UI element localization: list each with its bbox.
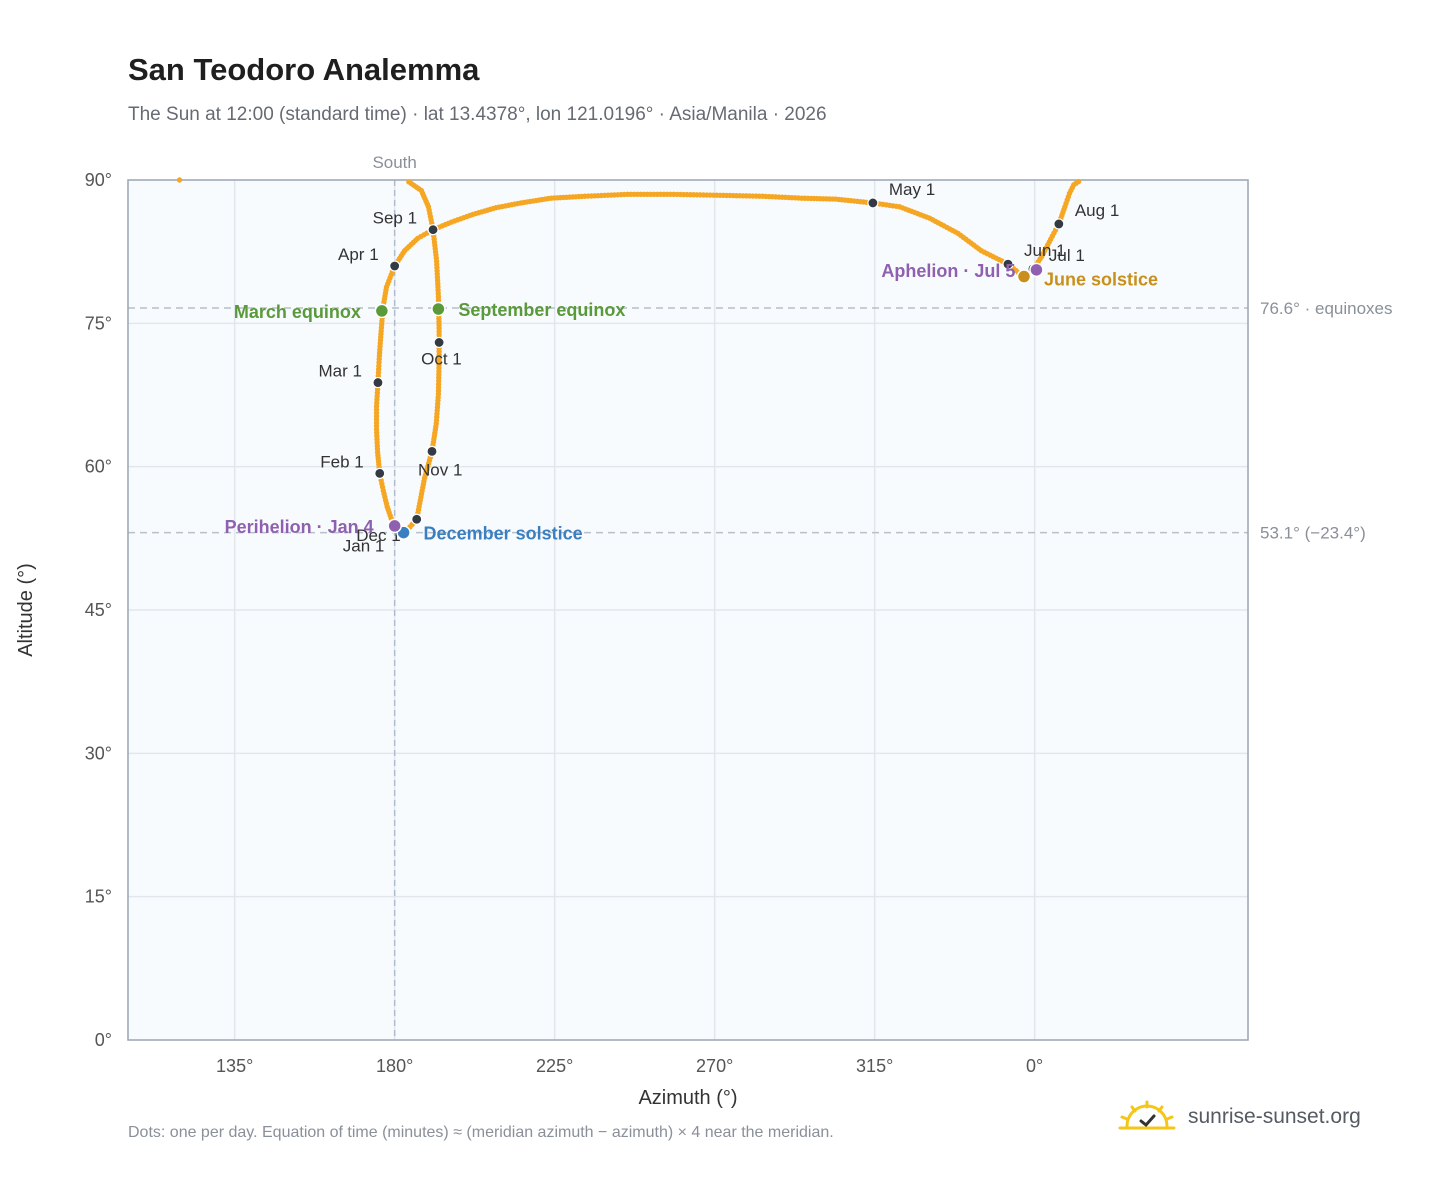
y-tick-label: 15° (85, 887, 112, 907)
event-label: September equinox (458, 300, 625, 320)
month-marker (433, 336, 445, 349)
x-axis-title: Azimuth (°) (638, 1087, 737, 1109)
event-label: June solstice (1044, 270, 1158, 290)
x-tick-label: 135° (216, 1056, 253, 1076)
y-tick-label: 0° (95, 1030, 112, 1050)
month-marker (426, 445, 438, 457)
event-label: March equinox (234, 302, 361, 322)
event-markers: March equinox September equinox December s… (225, 261, 1158, 544)
reference-line-label: 53.1° (−23.4°) (1260, 524, 1366, 543)
month-label: Oct 1 (421, 349, 462, 368)
analemma-curve (176, 177, 1082, 535)
month-marker (411, 513, 423, 525)
y-axis-ticks: 0° 15° 30° 45° 60° 75° 90° (85, 170, 112, 1050)
event-marker (1029, 262, 1044, 278)
month-marker (1053, 218, 1065, 230)
meridian-line: South (372, 153, 417, 1040)
x-tick-label: 270° (696, 1056, 733, 1076)
plot-frame (127, 179, 1249, 1041)
event-marker (374, 303, 390, 319)
x-tick-label: 225° (536, 1056, 573, 1076)
chart-subtitle: The Sun at 12:00 (standard time) · lat 1… (128, 104, 827, 125)
month-label: Apr 1 (338, 245, 379, 264)
month-label: Sep 1 (373, 209, 417, 228)
footnote: Dots: one per day. Equation of time (min… (128, 1124, 834, 1141)
month-marker (1002, 258, 1014, 270)
y-tick-label: 45° (85, 600, 112, 620)
event-label: Aphelion · Jul 5 (881, 261, 1015, 281)
month-marker (374, 467, 386, 479)
meridian-label: South (372, 153, 416, 172)
event-label: Perihelion · Jan 4 (225, 517, 374, 537)
grid-lines (128, 180, 1248, 1040)
reference-lines: 76.6° · equinoxes 53.1° (−23.4°) (128, 299, 1393, 543)
y-tick-label: 75° (85, 313, 112, 333)
event-marker (387, 518, 402, 534)
y-tick-label: 60° (85, 457, 112, 477)
y-tick-label: 90° (85, 170, 112, 190)
month-marker (427, 224, 439, 236)
month-marker (867, 197, 879, 209)
y-tick-label: 30° (85, 743, 112, 763)
brand-logo[interactable]: sunrise-sunset.org (1118, 1100, 1361, 1134)
x-tick-label: 0° (1026, 1056, 1043, 1076)
month-label: Nov 1 (418, 460, 462, 479)
x-tick-label: 180° (376, 1056, 413, 1076)
month-label: Aug 1 (1075, 201, 1119, 220)
month-marker (389, 260, 401, 272)
brand-name: sunrise-sunset.org (1188, 1105, 1361, 1128)
event-marker (431, 301, 446, 317)
month-label: Jan 1 (343, 537, 385, 556)
month-label: Feb 1 (320, 452, 363, 471)
month-label: Jun 1 (1024, 241, 1066, 260)
month-label: Mar 1 (318, 362, 361, 381)
daily-dot (176, 177, 183, 183)
reference-line-label: 76.6° · equinoxes (1260, 299, 1393, 318)
x-tick-label: 315° (856, 1056, 893, 1076)
month-label: Jul 1 (1049, 246, 1085, 265)
month-marker (372, 376, 384, 389)
x-axis-ticks: 135° 180° 225° 270° 315° 0° (216, 1056, 1043, 1076)
month-label: May 1 (889, 180, 935, 199)
event-marker (1016, 269, 1032, 284)
event-label: December solstice (424, 524, 583, 544)
chart-title: San Teodoro Analemma (128, 52, 480, 87)
daily-dot (1075, 178, 1082, 185)
y-axis-title: Altitude (°) (15, 563, 37, 657)
sun-logo-icon (1118, 1100, 1176, 1130)
